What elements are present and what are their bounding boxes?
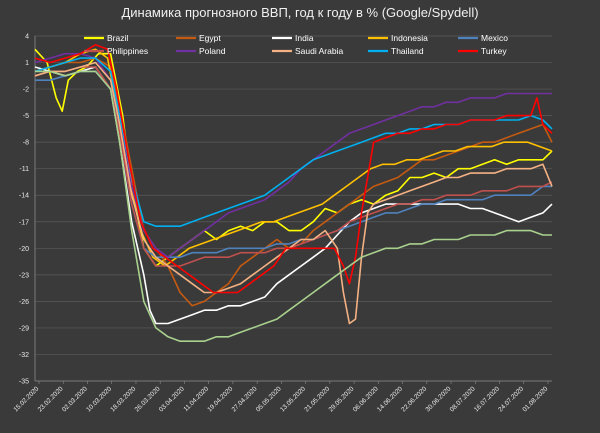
- y-tick-label: -11: [19, 166, 29, 173]
- y-tick-label: -20: [19, 246, 29, 253]
- x-tick-label: 01.08.2020: [521, 385, 549, 413]
- y-tick-label: -32: [19, 352, 29, 359]
- y-tick-label: -17: [19, 219, 29, 226]
- series-line-brazil: [34, 48, 553, 267]
- legend-label: Mexico: [481, 33, 508, 43]
- legend-label: Turkey: [481, 46, 507, 56]
- legend-label: India: [295, 33, 314, 43]
- x-tick-label: 03.04.2020: [158, 385, 186, 413]
- y-tick-label: -26: [19, 299, 29, 306]
- y-tick-label: -8: [23, 140, 29, 147]
- y-tick-label: -29: [19, 325, 29, 332]
- y-tick-label: -23: [19, 272, 29, 279]
- y-axis-ticks: 4 1 -2 -5 -8 -11 -14 -17 -20 -23 -26 -29 -32 -35: [19, 34, 29, 386]
- y-tick-label: 1: [25, 60, 29, 67]
- y-tick-label: -5: [23, 113, 29, 120]
- legend-label: Philippines: [107, 46, 148, 56]
- series-line-turkey: [34, 44, 553, 294]
- series-line-india: [34, 66, 553, 325]
- legend-label: Thailand: [391, 46, 424, 56]
- legend: Brazil Egypt India Indonesia Mexico Philippin…: [84, 33, 508, 56]
- legend-label: Indonesia: [391, 33, 428, 43]
- x-axis-ticks: 15.02.202023.02.202002.03.202010.03.2020…: [12, 381, 550, 413]
- legend-label: Egypt: [199, 33, 221, 43]
- legend-label: Brazil: [107, 33, 128, 43]
- chart-title: Динамика прогнозного ВВП, год к году в %…: [121, 5, 479, 20]
- legend-label: Poland: [199, 46, 226, 56]
- series-line-saudi-arabia: [34, 61, 553, 325]
- y-tick-label: -14: [19, 193, 29, 200]
- y-tick-label: -2: [23, 87, 29, 94]
- y-tick-label: 4: [25, 34, 29, 41]
- series-lines: [34, 44, 553, 342]
- series-line-unnamed: [35, 70, 552, 342]
- series-line-philippines: [34, 66, 553, 267]
- legend-label: Saudi Arabia: [295, 46, 343, 56]
- y-tick-label: -35: [19, 379, 29, 386]
